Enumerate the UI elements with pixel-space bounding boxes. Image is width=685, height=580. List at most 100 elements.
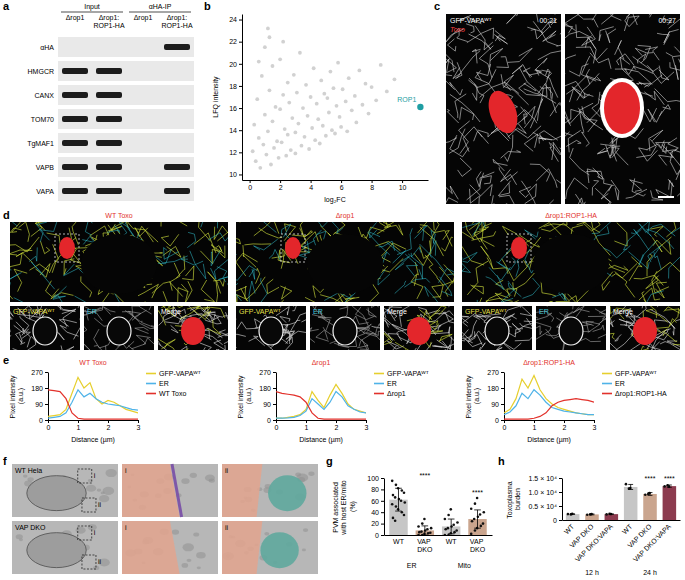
text-line: TgMAF1 bbox=[27, 140, 54, 148]
texture-line bbox=[284, 331, 295, 341]
point bbox=[379, 63, 383, 67]
texture-line bbox=[536, 326, 542, 335]
em-texture bbox=[105, 469, 116, 477]
zoom-label: ii bbox=[225, 524, 229, 531]
tick: 2 bbox=[107, 420, 111, 431]
texture-line bbox=[586, 321, 600, 332]
point bbox=[269, 163, 273, 167]
tick-mark bbox=[138, 420, 139, 423]
text-line: WT bbox=[446, 538, 458, 545]
tick-mark bbox=[381, 501, 384, 502]
texture-line bbox=[10, 253, 22, 279]
text-line: 12 h bbox=[585, 569, 599, 576]
texture-line bbox=[521, 181, 537, 204]
inset bbox=[84, 306, 154, 350]
tick-mark bbox=[501, 404, 504, 405]
point bbox=[287, 101, 291, 105]
texture-line bbox=[236, 222, 240, 223]
texture-line bbox=[652, 306, 665, 307]
tick-label: 2 bbox=[563, 424, 567, 431]
legend-label: ER bbox=[387, 380, 397, 387]
texture-line bbox=[466, 24, 474, 33]
point bbox=[322, 92, 326, 96]
point-label: ROP1 bbox=[397, 96, 416, 103]
texture-line bbox=[84, 319, 87, 338]
axis-title: LFQ intensity bbox=[212, 76, 220, 118]
point bbox=[329, 70, 333, 74]
point bbox=[281, 93, 285, 97]
texture-line bbox=[519, 68, 556, 104]
texture-line bbox=[568, 130, 580, 152]
text-line: HMGCR bbox=[28, 68, 54, 75]
point bbox=[277, 156, 281, 160]
tick-mark bbox=[559, 520, 562, 521]
data-point bbox=[474, 502, 477, 505]
zoom-box bbox=[55, 234, 79, 262]
text-line: Mito bbox=[458, 562, 471, 569]
axis-title: Toxoplasma burden bbox=[506, 479, 521, 518]
tick-mark bbox=[273, 388, 276, 389]
texture-line bbox=[469, 78, 477, 100]
point bbox=[301, 106, 305, 110]
data-point bbox=[444, 518, 447, 521]
point bbox=[350, 108, 354, 112]
tick: 2 bbox=[335, 420, 339, 431]
texture-line bbox=[493, 159, 507, 171]
text-line: ER bbox=[407, 562, 417, 569]
text-line: WT Toxo bbox=[105, 212, 132, 219]
texture-line bbox=[614, 223, 627, 247]
texture-line bbox=[615, 334, 621, 341]
texture-line bbox=[199, 343, 211, 350]
texture-line bbox=[214, 226, 228, 240]
axis-left: 090180270 bbox=[31, 369, 48, 424]
texture-line bbox=[550, 95, 561, 117]
texture-line bbox=[677, 171, 680, 196]
texture-line bbox=[530, 164, 550, 181]
texture-line bbox=[141, 322, 154, 333]
texture-line bbox=[163, 291, 179, 302]
tick: 1.5 × 10⁴ bbox=[528, 475, 562, 482]
bar bbox=[643, 494, 657, 520]
data-point bbox=[430, 527, 433, 530]
texture-line bbox=[126, 310, 143, 321]
texture-line bbox=[501, 169, 517, 185]
texture-line bbox=[565, 109, 581, 126]
texture-line bbox=[524, 134, 538, 151]
tick-mark bbox=[239, 86, 242, 87]
point bbox=[370, 85, 374, 89]
error-bar bbox=[570, 513, 575, 515]
texture-line bbox=[538, 50, 561, 59]
parasite-region bbox=[122, 521, 180, 574]
em-texture bbox=[28, 477, 34, 481]
tick-mark bbox=[534, 420, 535, 423]
em-texture bbox=[76, 527, 86, 534]
inset-label: GFP-VAPAᵂᵀ bbox=[465, 308, 507, 315]
texture-line bbox=[501, 281, 515, 302]
parasite-outline bbox=[259, 317, 283, 345]
zoom-label: i bbox=[125, 467, 127, 474]
tick: 0 bbox=[267, 417, 276, 424]
texture-line bbox=[471, 285, 484, 294]
texture-line bbox=[406, 349, 431, 350]
tick-mark bbox=[366, 420, 367, 423]
legend-swatch bbox=[374, 383, 384, 385]
texture-line bbox=[219, 330, 228, 336]
lane-label: Δrop1:ROP1-HA bbox=[161, 14, 192, 29]
axis-left: 020406080100 bbox=[367, 475, 384, 539]
text-line: VAPA bbox=[36, 188, 54, 195]
texture-line bbox=[384, 331, 394, 344]
text-line: e bbox=[3, 354, 9, 366]
panel-letter: f bbox=[3, 455, 7, 467]
texture-line bbox=[439, 268, 455, 282]
texture-line bbox=[576, 24, 596, 48]
texture-line bbox=[74, 319, 81, 340]
texture-line bbox=[135, 327, 149, 333]
data-point bbox=[395, 505, 398, 508]
tick: 80 bbox=[371, 486, 384, 493]
texture-line bbox=[581, 56, 596, 81]
tick-mark bbox=[78, 420, 79, 423]
point bbox=[280, 140, 284, 144]
text-line: VAP bbox=[417, 538, 432, 545]
texture-line bbox=[236, 347, 237, 350]
legend-swatch bbox=[146, 393, 156, 395]
